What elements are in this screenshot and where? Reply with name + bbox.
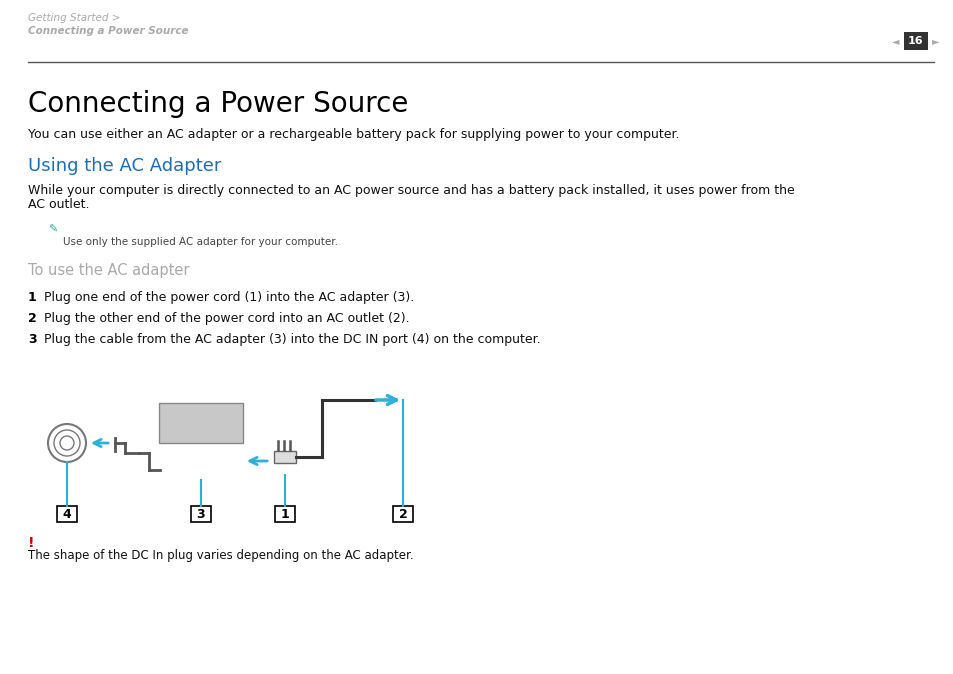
FancyBboxPatch shape [57,506,77,522]
Text: ◄: ◄ [891,36,899,46]
Text: Use only the supplied AC adapter for your computer.: Use only the supplied AC adapter for you… [63,237,337,247]
Text: Connecting a Power Source: Connecting a Power Source [28,26,189,36]
Text: While your computer is directly connected to an AC power source and has a batter: While your computer is directly connecte… [28,184,794,197]
Text: 16: 16 [907,36,923,46]
Text: Plug the other end of the power cord into an AC outlet (2).: Plug the other end of the power cord int… [44,312,409,325]
Text: Connecting a Power Source: Connecting a Power Source [28,90,408,118]
Text: Plug one end of the power cord (1) into the AC adapter (3).: Plug one end of the power cord (1) into … [44,291,414,304]
Text: 1: 1 [280,508,289,520]
Text: 3: 3 [196,508,205,520]
Text: AC outlet.: AC outlet. [28,198,90,211]
Text: Getting Started >: Getting Started > [28,13,120,23]
Text: Plug the cable from the AC adapter (3) into the DC IN port (4) on the computer.: Plug the cable from the AC adapter (3) i… [44,333,540,346]
Text: 4: 4 [63,508,71,520]
Text: 3: 3 [28,333,36,346]
Text: 1: 1 [28,291,37,304]
Text: ✎: ✎ [48,225,57,235]
FancyBboxPatch shape [274,451,295,463]
FancyBboxPatch shape [393,506,413,522]
Text: The shape of the DC In plug varies depending on the AC adapter.: The shape of the DC In plug varies depen… [28,549,414,562]
Text: Using the AC Adapter: Using the AC Adapter [28,157,221,175]
FancyBboxPatch shape [903,32,927,50]
Text: 2: 2 [28,312,37,325]
FancyBboxPatch shape [159,403,243,443]
FancyBboxPatch shape [274,506,294,522]
Text: To use the AC adapter: To use the AC adapter [28,263,190,278]
Text: !: ! [28,536,34,550]
Text: ►: ► [931,36,939,46]
Text: 2: 2 [398,508,407,520]
Text: You can use either an AC adapter or a rechargeable battery pack for supplying po: You can use either an AC adapter or a re… [28,128,679,141]
FancyBboxPatch shape [191,506,211,522]
